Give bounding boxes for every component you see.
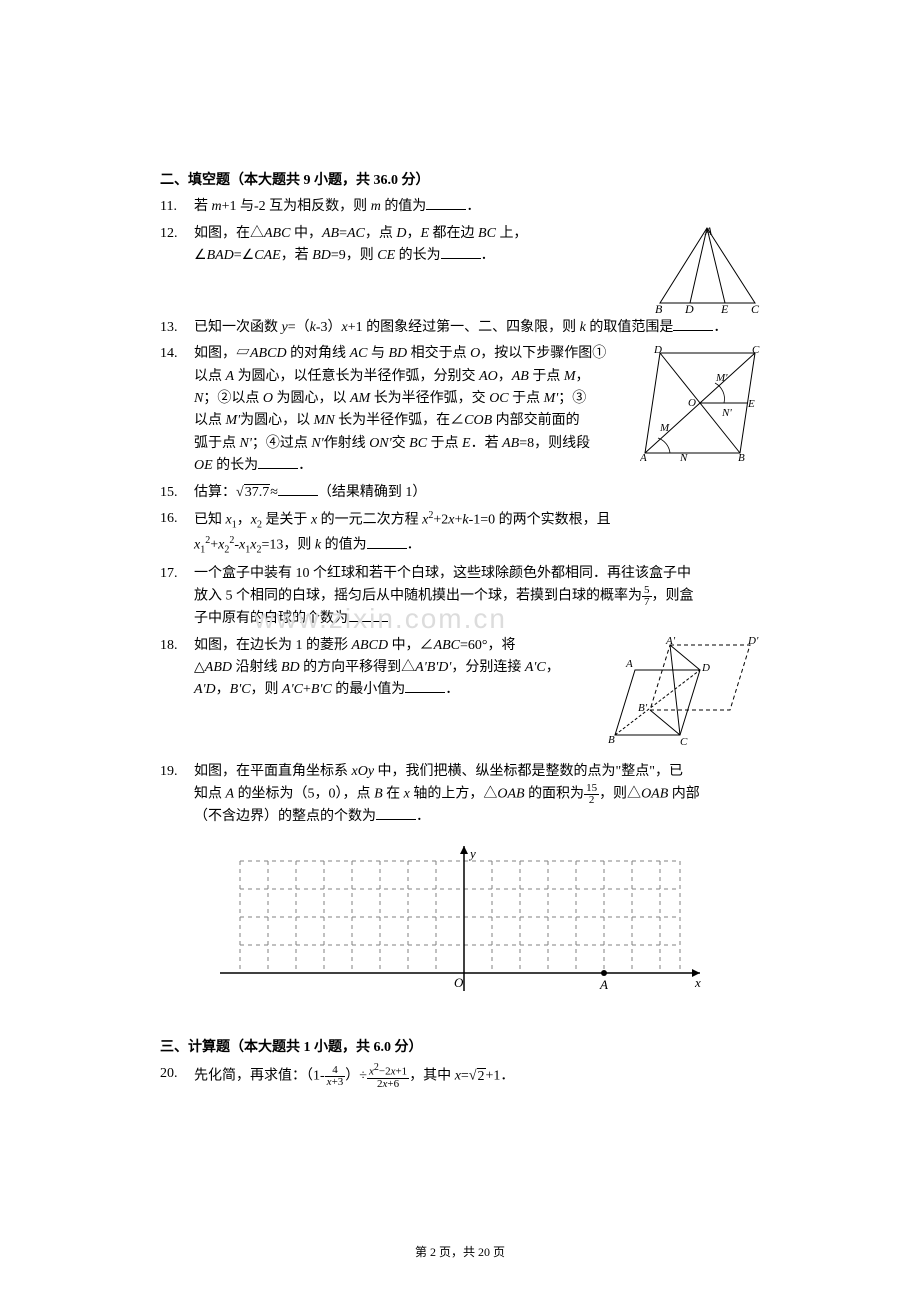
qnum: 20. [160,1063,188,1090]
svg-text:C: C [680,736,688,747]
parallelogram-diagram: D C M' E O N' M A N B [640,343,760,463]
qbody: D C M' E O N' M A N B 如图，▱ABCD 的对角线 AC 与… [194,343,760,477]
svg-text:N': N' [721,407,732,419]
qnum: 13. [160,317,188,339]
svg-text:E: E [720,302,729,313]
svg-text:O: O [688,397,696,409]
svg-text:O: O [454,975,464,990]
qnum: 15. [160,482,188,504]
rhombus-diagram: A' D' A D B' B C [590,635,760,747]
question-18: 18. A' D' A D B' B C 如图，在边长为 1 的菱形 ABCD … [160,635,760,747]
question-19: 19. 如图，在平面直角坐标系 xOy 中，我们把横、纵坐标都是整数的点为"整点… [160,761,760,829]
svg-text:M': M' [715,372,728,384]
svg-text:B': B' [638,702,648,714]
qnum: 14. [160,343,188,477]
svg-text:B: B [738,452,745,463]
svg-text:C: C [751,302,760,313]
svg-text:C: C [752,344,760,356]
svg-text:M: M [659,422,670,434]
svg-text:A: A [625,658,633,670]
svg-text:N: N [679,452,688,463]
question-14: 14. D C M' E O N' M A N B 如图，▱ABCD 的对角线 … [160,343,760,477]
svg-text:D: D [653,344,662,356]
section-2-heading: 二、填空题（本大题共 9 小题，共 36.0 分） [160,170,760,192]
svg-text:D: D [684,302,694,313]
question-11: 11. 若 m+1 与-2 互为相反数，则 m 的值为． [160,196,760,218]
qbody: 估算：√37.7≈（结果精确到 1） [194,482,760,504]
qnum: 18. [160,635,188,747]
grid-diagram: y x O A [210,841,710,1011]
svg-text:E: E [747,398,755,410]
svg-text:B: B [655,302,663,313]
qbody: 一个盒子中装有 10 个红球和若干个白球，这些球除颜色外都相同．再往该盒子中 放… [194,563,760,631]
triangle-diagram: A B D E C [655,223,760,313]
section-3-heading: 三、计算题（本大题共 1 小题，共 6.0 分） [160,1037,760,1059]
qbody: A' D' A D B' B C 如图，在边长为 1 的菱形 ABCD 中，∠A… [194,635,760,747]
qnum: 11. [160,196,188,218]
svg-text:y: y [468,846,476,861]
qnum: 17. [160,563,188,631]
svg-text:D: D [701,662,710,674]
qbody: 已知 x1，x2 是关于 x 的一元二次方程 x2+2x+k-1=0 的两个实数… [194,508,760,559]
svg-text:A': A' [665,635,676,647]
question-15: 15. 估算：√37.7≈（结果精确到 1） [160,482,760,504]
svg-text:D': D' [747,635,759,647]
svg-text:B: B [608,734,615,746]
qbody: A B D E C 如图，在△ABC 中，AB=AC，点 D，E 都在边 BC … [194,223,760,313]
svg-text:A: A [704,224,713,238]
qnum: 12. [160,223,188,313]
svg-text:A: A [640,452,647,463]
qbody: 如图，在平面直角坐标系 xOy 中，我们把横、纵坐标都是整数的点为"整点"，已 … [194,761,760,829]
qnum: 19. [160,761,188,829]
qbody: 已知一次函数 y=（k-3）x+1 的图象经过第一、二、四象限，则 k 的取值范… [194,317,760,339]
question-16: 16. 已知 x1，x2 是关于 x 的一元二次方程 x2+2x+k-1=0 的… [160,508,760,559]
question-17: 17. 一个盒子中装有 10 个红球和若干个白球，这些球除颜色外都相同．再往该盒… [160,563,760,631]
question-12: 12. A B D E C 如图，在△ABC 中，AB=AC，点 D，E 都在边… [160,223,760,313]
svg-text:x: x [694,975,701,990]
qnum: 16. [160,508,188,559]
page-footer: 第 2 页，共 20 页 [0,1243,920,1262]
question-20: 20. 先化简，再求值：（1-4x+3）÷x2−2x+12x+6，其中 x=√2… [160,1063,760,1090]
qbody: 若 m+1 与-2 互为相反数，则 m 的值为． [194,196,760,218]
svg-text:A: A [599,977,608,992]
qbody: 先化简，再求值：（1-4x+3）÷x2−2x+12x+6，其中 x=√2+1． [194,1063,760,1090]
question-13: 13. 已知一次函数 y=（k-3）x+1 的图象经过第一、二、四象限，则 k … [160,317,760,339]
